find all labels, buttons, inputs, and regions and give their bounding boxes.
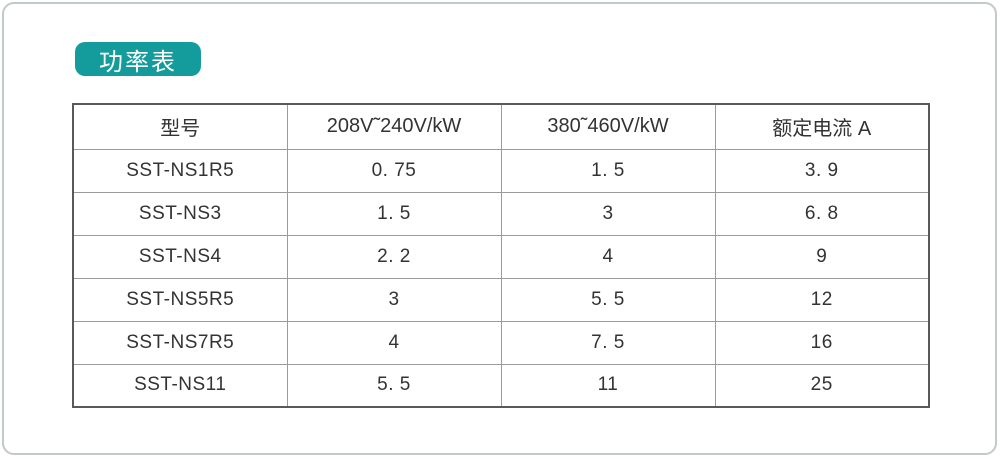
kw-208-240-cell: 4: [286, 320, 502, 365]
header-row: 型号 208V˜240V/kW 380˜460V/kW 额定电流 A: [72, 103, 930, 150]
model-cell: SST-NS7R5: [72, 320, 288, 365]
column-header-model: 型号: [72, 103, 288, 150]
rated-current-cell: 25: [714, 363, 930, 408]
table-row: SST-NS4 2. 2 4 9: [72, 234, 930, 279]
rated-current-cell: 3. 9: [714, 148, 930, 193]
rated-current-cell: 9: [714, 234, 930, 279]
rated-current-cell: 6. 8: [714, 191, 930, 236]
kw-380-460-cell: 3: [500, 191, 716, 236]
kw-380-460-cell: 7. 5: [500, 320, 716, 365]
rated-current-cell: 16: [714, 320, 930, 365]
kw-208-240-cell: 0. 75: [286, 148, 502, 193]
table-row: SST-NS3 1. 5 3 6. 8: [72, 191, 930, 236]
power-table: 型号 208V˜240V/kW 380˜460V/kW 额定电流 A SST-N…: [72, 103, 930, 408]
table-row: SST-NS5R5 3 5. 5 12: [72, 277, 930, 322]
kw-208-240-cell: 3: [286, 277, 502, 322]
kw-208-240-cell: 5. 5: [286, 363, 502, 408]
kw-380-460-cell: 1. 5: [500, 148, 716, 193]
model-cell: SST-NS1R5: [72, 148, 288, 193]
power-table-header: 型号 208V˜240V/kW 380˜460V/kW 额定电流 A: [72, 103, 930, 150]
table-row: SST-NS7R5 4 7. 5 16: [72, 320, 930, 365]
table-row: SST-NS1R5 0. 75 1. 5 3. 9: [72, 148, 930, 193]
rated-current-cell: 12: [714, 277, 930, 322]
model-cell: SST-NS4: [72, 234, 288, 279]
column-header-rated-current: 额定电流 A: [714, 103, 930, 150]
model-cell: SST-NS5R5: [72, 277, 288, 322]
model-cell: SST-NS11: [72, 363, 288, 408]
kw-208-240-cell: 2. 2: [286, 234, 502, 279]
kw-208-240-cell: 1. 5: [286, 191, 502, 236]
kw-380-460-cell: 5. 5: [500, 277, 716, 322]
power-table-badge-label: 功率表: [99, 48, 177, 76]
kw-380-460-cell: 11: [500, 363, 716, 408]
table-row: SST-NS11 5. 5 11 25: [72, 363, 930, 408]
column-header-380-460v-kw: 380˜460V/kW: [500, 103, 716, 150]
power-table-badge: 功率表: [75, 42, 201, 76]
kw-380-460-cell: 4: [500, 234, 716, 279]
column-header-208v-240v-kw: 208V˜240V/kW: [286, 103, 502, 150]
model-cell: SST-NS3: [72, 191, 288, 236]
power-table-body: SST-NS1R5 0. 75 1. 5 3. 9 SST-NS3 1. 5 3…: [72, 148, 930, 408]
